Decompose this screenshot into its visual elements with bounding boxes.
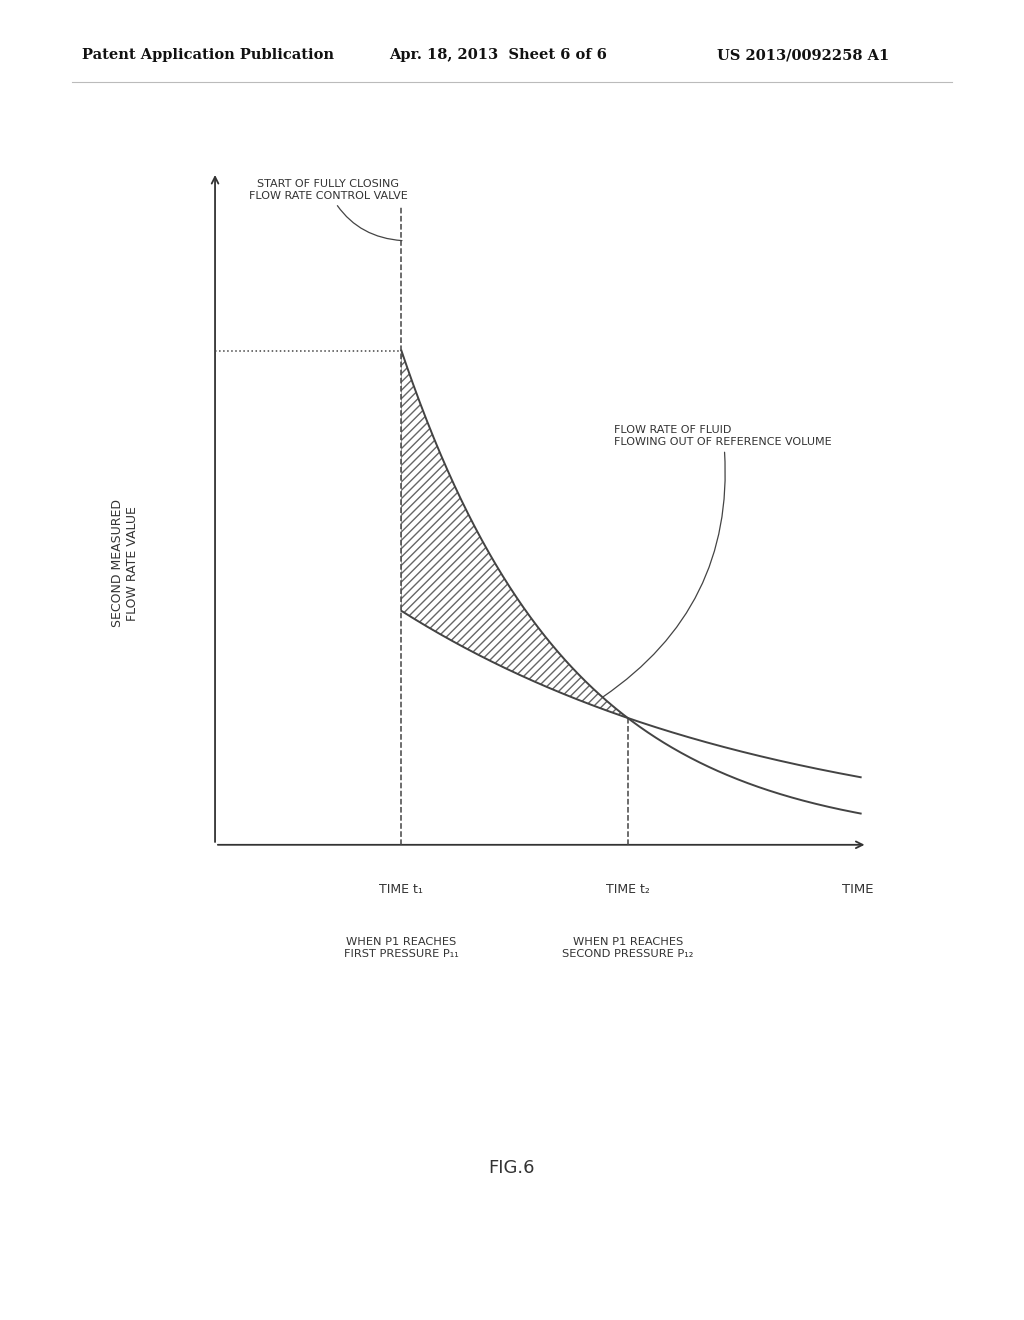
Text: TIME: TIME (843, 883, 874, 895)
Text: TIME t₂: TIME t₂ (606, 883, 649, 895)
Text: US 2013/0092258 A1: US 2013/0092258 A1 (717, 49, 889, 62)
Text: FLOW RATE OF FLUID
FLOWING OUT OF REFERENCE VOLUME: FLOW RATE OF FLUID FLOWING OUT OF REFERE… (603, 425, 833, 697)
Text: Patent Application Publication: Patent Application Publication (82, 49, 334, 62)
Text: SECOND MEASURED
FLOW RATE VALUE: SECOND MEASURED FLOW RATE VALUE (112, 499, 139, 627)
Text: TIME t₁: TIME t₁ (380, 883, 423, 895)
Text: WHEN P1 REACHES
SECOND PRESSURE P₁₂: WHEN P1 REACHES SECOND PRESSURE P₁₂ (562, 937, 693, 960)
Text: FIG.6: FIG.6 (488, 1159, 536, 1177)
Text: WHEN P1 REACHES
FIRST PRESSURE P₁₁: WHEN P1 REACHES FIRST PRESSURE P₁₁ (344, 937, 459, 960)
Text: START OF FULLY CLOSING
FLOW RATE CONTROL VALVE: START OF FULLY CLOSING FLOW RATE CONTROL… (249, 180, 408, 240)
Text: Apr. 18, 2013  Sheet 6 of 6: Apr. 18, 2013 Sheet 6 of 6 (389, 49, 607, 62)
